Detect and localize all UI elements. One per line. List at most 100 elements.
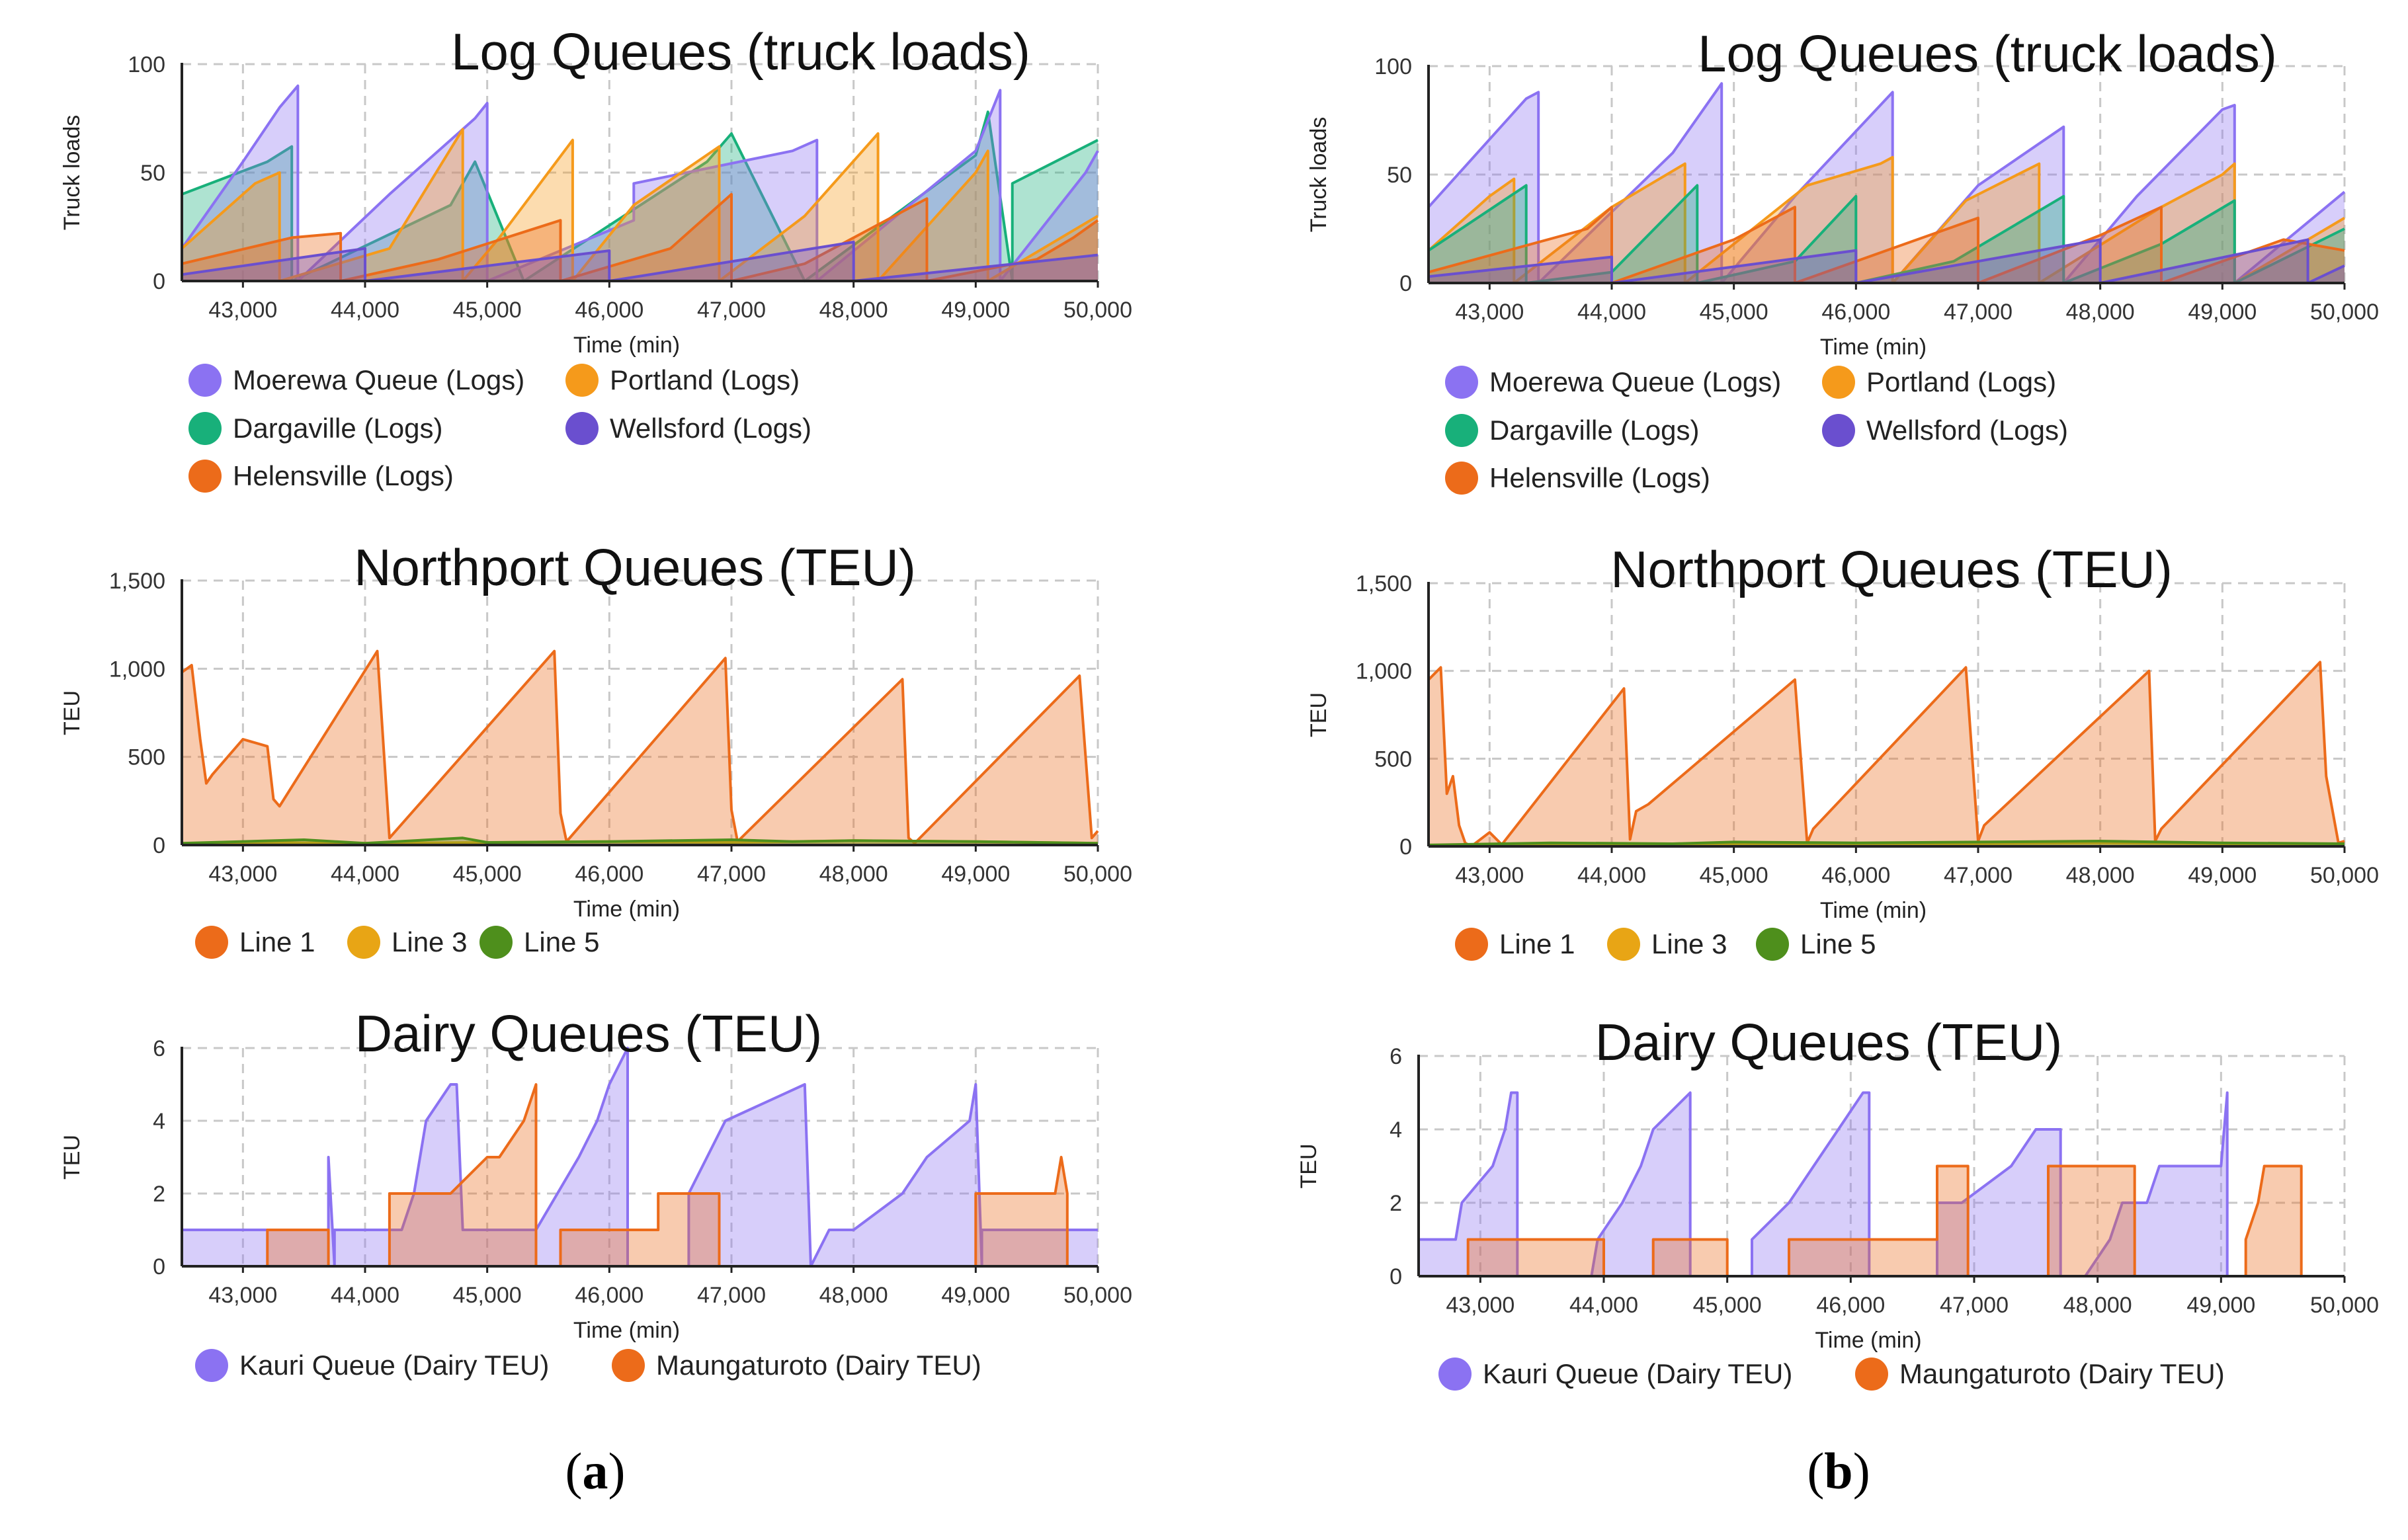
legend-item-line-1: Line 1 <box>195 926 315 959</box>
x-tick-label: 48,000 <box>819 862 888 887</box>
x-axis-label: Time (min) <box>1820 335 1927 360</box>
x-tick-label: 47,000 <box>697 862 766 887</box>
legend-swatch <box>612 1349 645 1382</box>
y-axis-label: TEU <box>60 1135 85 1180</box>
legend-label: Helensville (Logs) <box>233 460 454 491</box>
x-tick-label: 50,000 <box>1063 862 1132 887</box>
legend-swatch <box>1855 1358 1888 1391</box>
legend-item-moerewa-queue-logs: Moerewa Queue (Logs) <box>1445 366 1781 399</box>
x-tick-label: 46,000 <box>1821 863 1890 888</box>
x-tick-label: 48,000 <box>819 1283 888 1308</box>
y-tick-label: 500 <box>128 745 165 770</box>
legend-item-moerewa-queue-logs: Moerewa Queue (Logs) <box>188 364 524 397</box>
legend-item-maungaturoto-dairy-teu: Maungaturoto (Dairy TEU) <box>1855 1358 2225 1391</box>
legend-item-portland-logs: Portland (Logs) <box>565 364 800 397</box>
legend-label: Helensville (Logs) <box>1489 462 1710 493</box>
x-tick-label: 49,000 <box>2188 300 2257 325</box>
x-tick-label: 44,000 <box>331 1283 399 1308</box>
legend-swatch <box>1822 366 1855 399</box>
y-tick-label: 2 <box>1390 1191 1402 1216</box>
legend-label: Wellsford (Logs) <box>1866 415 2068 446</box>
legend-item-line-1: Line 1 <box>1455 928 1575 961</box>
legend-label: Portland (Logs) <box>1866 366 2056 397</box>
legend-label: Maungaturoto (Dairy TEU) <box>656 1350 981 1381</box>
y-axis-label: TEU <box>1296 1144 1321 1189</box>
legend-label: Line 3 <box>1651 928 1727 959</box>
x-tick-label: 49,000 <box>941 862 1010 887</box>
x-tick-label: 49,000 <box>941 298 1010 323</box>
x-tick-label: 46,000 <box>1821 300 1890 325</box>
x-tick-label: 43,000 <box>208 862 277 887</box>
series-line-dargaville-logs <box>1427 184 2345 284</box>
x-tick-label: 48,000 <box>2063 1293 2132 1318</box>
y-tick-label: 50 <box>1387 163 1412 188</box>
series-area-helensville-logs <box>1429 207 2345 283</box>
x-tick-label: 46,000 <box>1816 1293 1885 1318</box>
x-tick-label: 43,000 <box>1446 1293 1515 1318</box>
legend-label: Portland (Logs) <box>610 364 800 395</box>
series-line-dargaville-logs <box>181 110 1099 282</box>
x-tick-label: 49,000 <box>941 1283 1010 1308</box>
legend-label: Dargaville (Logs) <box>1489 415 1699 446</box>
chart-title: Log Queues (truck loads) <box>1698 24 2277 83</box>
legend-label: Kauri Queue (Dairy TEU) <box>239 1350 549 1381</box>
legend-swatch <box>1822 414 1855 447</box>
y-tick-label: 0 <box>1399 834 1412 860</box>
y-tick-label: 0 <box>153 833 165 858</box>
legend-swatch <box>479 926 513 959</box>
x-tick-label: 45,000 <box>453 862 522 887</box>
series-line-line-5 <box>181 836 1099 845</box>
series-area-kauri-queue-dairy-teu <box>182 1048 1098 1266</box>
legend-item-wellsford-logs: Wellsford (Logs) <box>565 412 811 445</box>
x-tick-label: 45,000 <box>1700 863 1768 888</box>
series-line-wellsford-logs <box>181 241 1099 282</box>
series-line-line-1 <box>181 649 1099 845</box>
legend-label: Moerewa Queue (Logs) <box>1489 366 1781 397</box>
legend-item-line-5: Line 5 <box>479 926 599 959</box>
legend-label: Line 5 <box>524 926 599 957</box>
x-tick-label: 50,000 <box>2310 1293 2379 1318</box>
legend-item-maungaturoto-dairy-teu: Maungaturoto (Dairy TEU) <box>612 1349 981 1382</box>
x-tick-label: 45,000 <box>453 298 522 323</box>
series-line-helensville-logs <box>181 192 1099 282</box>
x-tick-label: 43,000 <box>208 1283 277 1308</box>
y-tick-label: 1,000 <box>109 657 165 682</box>
legend-swatch <box>1438 1358 1472 1391</box>
chart-title: Dairy Queues (TEU) <box>1595 1013 2063 1071</box>
x-tick-label: 45,000 <box>453 1283 522 1308</box>
x-tick-label: 45,000 <box>1693 1293 1762 1318</box>
x-tick-label: 44,000 <box>1577 863 1646 888</box>
legend-label: Kauri Queue (Dairy TEU) <box>1483 1358 1792 1389</box>
chart-title: Northport Queues (TEU) <box>354 538 916 596</box>
chart-title: Dairy Queues (TEU) <box>355 1004 823 1063</box>
series-line-moerewa-queue-logs <box>181 84 1099 282</box>
y-axis-label: Truck loads <box>60 115 85 230</box>
y-tick-label: 0 <box>1399 271 1412 296</box>
chart-b-northport: 43,000 44,000 45,000 46,000 47,000 48,000 49,0… <box>1306 540 2379 961</box>
series-line-helensville-logs <box>1428 206 2345 284</box>
x-tick-label: 49,000 <box>2188 863 2257 888</box>
x-tick-label: 47,000 <box>1944 300 2013 325</box>
x-tick-label: 48,000 <box>2066 300 2135 325</box>
legend-label: Line 3 <box>392 926 467 957</box>
legend-swatch <box>1445 414 1478 447</box>
legend-label: Wellsford (Logs) <box>610 413 811 444</box>
legend-item-line-3: Line 3 <box>1607 928 1727 961</box>
x-axis-label: Time (min) <box>1820 898 1927 923</box>
panel-label-b: (b) <box>1807 1442 1870 1500</box>
y-tick-label: 2 <box>153 1182 165 1207</box>
series-area-line-1 <box>182 651 1098 845</box>
y-tick-label: 50 <box>140 161 165 186</box>
x-tick-label: 43,000 <box>1455 863 1524 888</box>
x-tick-label: 47,000 <box>1944 863 2013 888</box>
x-axis-label: Time (min) <box>573 897 680 922</box>
series-area-portland-logs <box>182 129 1098 281</box>
panel-label-a: (a) <box>565 1442 626 1500</box>
legend-item-kauri-queue-dairy-teu: Kauri Queue (Dairy TEU) <box>195 1349 549 1382</box>
legend-label: Line 1 <box>239 926 315 957</box>
x-tick-label: 45,000 <box>1700 300 1768 325</box>
legend-swatch <box>565 412 599 445</box>
x-tick-label: 50,000 <box>2310 863 2379 888</box>
